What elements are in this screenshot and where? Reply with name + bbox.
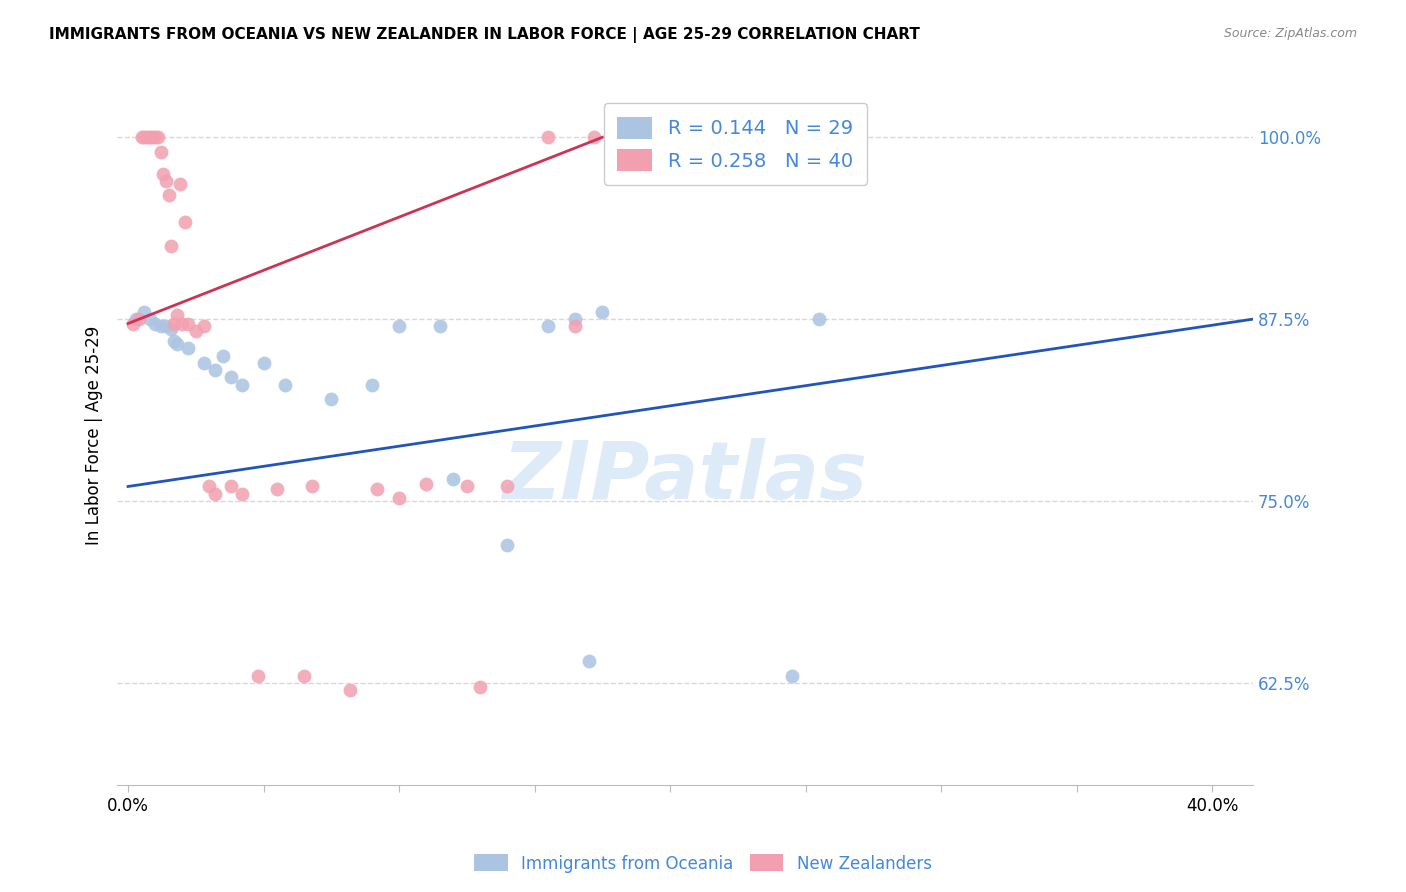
Text: IMMIGRANTS FROM OCEANIA VS NEW ZEALANDER IN LABOR FORCE | AGE 25-29 CORRELATION : IMMIGRANTS FROM OCEANIA VS NEW ZEALANDER… (49, 27, 920, 43)
Point (134, 305, 156, 319)
Point (163, 317, 186, 331)
Point (266, 483, 288, 497)
Point (125, 312, 148, 326)
Point (172, 317, 194, 331)
Point (301, 479, 323, 493)
Point (578, 654, 600, 668)
Point (122, 317, 145, 331)
Point (321, 392, 343, 407)
Point (166, 337, 188, 351)
Point (429, 319, 451, 334)
Legend: Immigrants from Oceania, New Zealanders: Immigrants from Oceania, New Zealanders (468, 847, 938, 880)
Point (163, 334, 186, 348)
Point (136, 130, 159, 145)
Point (138, 130, 160, 145)
Point (361, 377, 384, 392)
Text: Source: ZipAtlas.com: Source: ZipAtlas.com (1223, 27, 1357, 40)
Point (388, 319, 411, 334)
Point (176, 317, 198, 331)
Point (456, 479, 478, 493)
Point (252, 356, 274, 370)
Point (146, 130, 169, 145)
Point (143, 130, 166, 145)
Point (274, 377, 297, 392)
Point (564, 319, 586, 334)
Point (388, 491, 411, 505)
Point (292, 668, 315, 682)
Point (496, 538, 519, 552)
Point (204, 363, 226, 377)
Point (564, 312, 586, 326)
Point (583, 130, 606, 145)
Point (219, 479, 242, 493)
Point (470, 680, 492, 694)
Point (141, 130, 163, 145)
Point (212, 349, 235, 363)
Point (184, 324, 207, 338)
Point (157, 188, 180, 202)
Point (415, 476, 437, 491)
Point (193, 356, 215, 370)
Point (131, 130, 153, 145)
Point (204, 487, 226, 501)
Point (537, 130, 560, 145)
Point (198, 479, 221, 493)
Point (152, 167, 174, 181)
Point (160, 239, 183, 253)
Point (149, 145, 172, 159)
Point (780, 668, 803, 682)
Point (155, 319, 177, 334)
Point (231, 377, 253, 392)
Point (231, 487, 253, 501)
Point (174, 215, 197, 229)
Legend: R = 0.144   N = 29, R = 0.258   N = 40: R = 0.144 N = 29, R = 0.258 N = 40 (605, 103, 866, 185)
Point (134, 130, 156, 145)
Point (537, 319, 560, 334)
Point (247, 668, 270, 682)
Y-axis label: In Labor Force | Age 25-29: In Labor Force | Age 25-29 (86, 326, 103, 545)
Point (591, 305, 613, 319)
Point (366, 483, 388, 497)
Point (143, 317, 166, 331)
Point (176, 341, 198, 355)
Point (219, 370, 242, 384)
Point (166, 308, 188, 322)
Point (441, 472, 464, 486)
Point (138, 312, 160, 326)
Point (128, 312, 150, 326)
Point (193, 319, 215, 334)
Text: ZIPatlas: ZIPatlas (502, 439, 868, 516)
Point (169, 177, 191, 191)
Point (496, 479, 519, 493)
Point (155, 174, 177, 188)
Point (339, 683, 361, 698)
Point (808, 312, 831, 326)
Point (149, 319, 172, 334)
Point (160, 322, 183, 336)
